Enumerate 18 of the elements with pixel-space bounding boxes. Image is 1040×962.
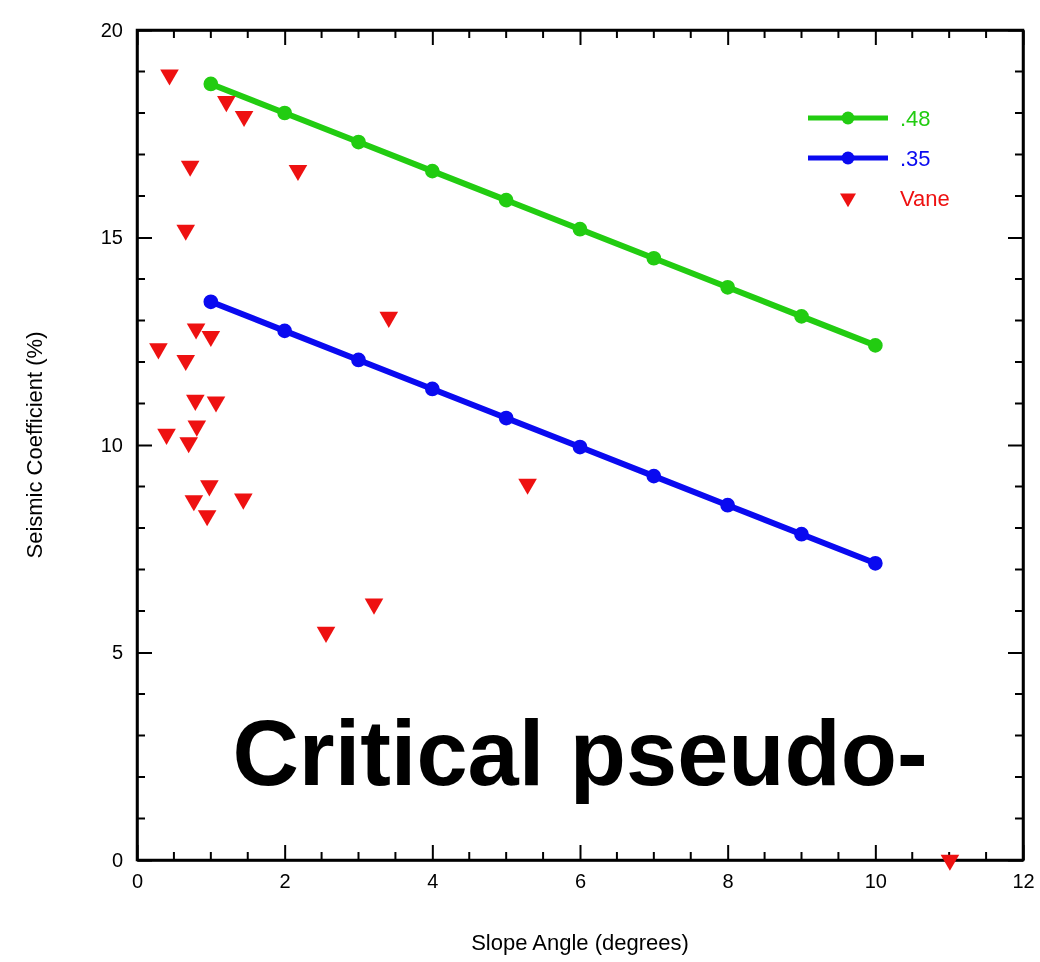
x-tick-label: 0 bbox=[131, 870, 144, 893]
x-tick-label: 2 bbox=[279, 870, 291, 893]
y-tick-label: 20 bbox=[100, 18, 123, 41]
y-axis-title: Seismic Coefficient (%) bbox=[22, 331, 47, 559]
x-axis-title: Slope Angle (degrees) bbox=[471, 930, 689, 955]
legend-label: Vane bbox=[900, 186, 950, 211]
y-tick-label: 15 bbox=[100, 226, 123, 249]
annotation: Critical pseudo- bbox=[232, 702, 928, 804]
x-tick-label: 8 bbox=[722, 870, 734, 893]
x-tick-label: 12 bbox=[1012, 870, 1035, 893]
legend-label: .35 bbox=[900, 146, 931, 171]
x-tick-label: 6 bbox=[574, 870, 587, 893]
legend-label: .48 bbox=[900, 106, 931, 131]
y-tick-label: 10 bbox=[100, 433, 123, 456]
y-tick-label: 5 bbox=[111, 641, 123, 664]
x-tick-label: 10 bbox=[864, 870, 887, 893]
x-tick-label: 4 bbox=[427, 870, 439, 893]
y-tick-label: 0 bbox=[111, 848, 123, 871]
